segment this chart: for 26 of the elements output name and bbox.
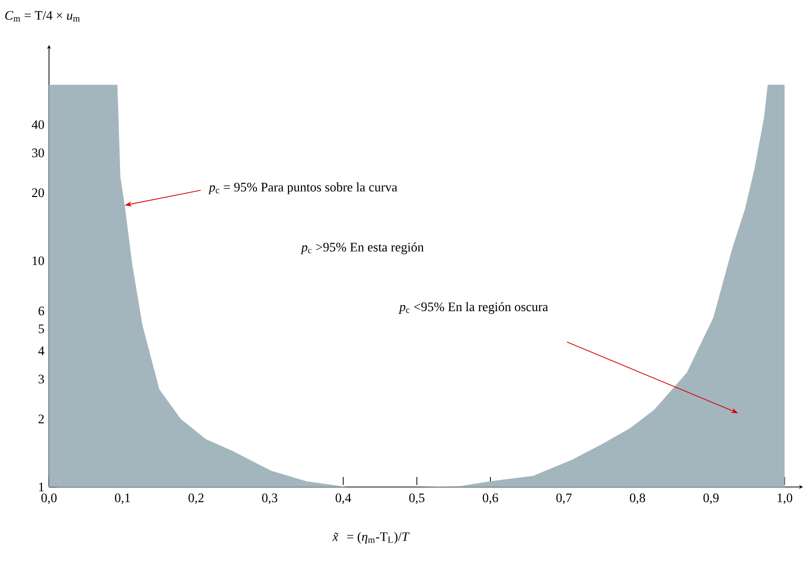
x-tick-label: 0,3: [262, 494, 278, 504]
x-tick-label: 0,9: [703, 494, 719, 504]
x-tick-label: 0,5: [409, 494, 424, 504]
x-axis-title: x̃ = (η$_{m}$-T$_{L}$)/T: [332, 532, 410, 544]
y-tick-label: 4: [38, 346, 44, 356]
annotation: p$_{c}$ <95% En la región oscura: [398, 302, 548, 314]
x-tick-label: 1,0: [778, 494, 792, 504]
x-tick-label: 0,1: [114, 494, 130, 504]
y-tick-label: 5: [38, 324, 44, 334]
y-tick-label: 1: [39, 482, 44, 492]
y-tick-label: 6: [38, 306, 44, 316]
x-tick-label: 0,7: [556, 494, 572, 504]
x-tick-label: 0,2: [188, 494, 204, 504]
y-tick-label: 40: [32, 120, 44, 130]
y-axis-title: C$_{m}$ = T/4 × u$_{m}$: [5, 11, 80, 22]
annotation: p$_{c}$ = 95% Para puntos sobre la curva: [208, 182, 398, 194]
x-tick-label: 0,6: [482, 494, 498, 504]
x-tick-label: 0,0: [41, 494, 57, 504]
y-tick-label: 30: [32, 148, 44, 158]
y-tick-label: 2: [38, 414, 44, 424]
y-tick-label: 3: [38, 374, 44, 384]
y-tick-label: 20: [32, 188, 44, 198]
annotation: p$_{c}$ >95% En esta región: [300, 242, 424, 254]
y-tick-label: 10: [32, 256, 44, 266]
x-tick-label: 0,8: [630, 494, 646, 504]
x-tick-label: 0,4: [336, 494, 352, 504]
